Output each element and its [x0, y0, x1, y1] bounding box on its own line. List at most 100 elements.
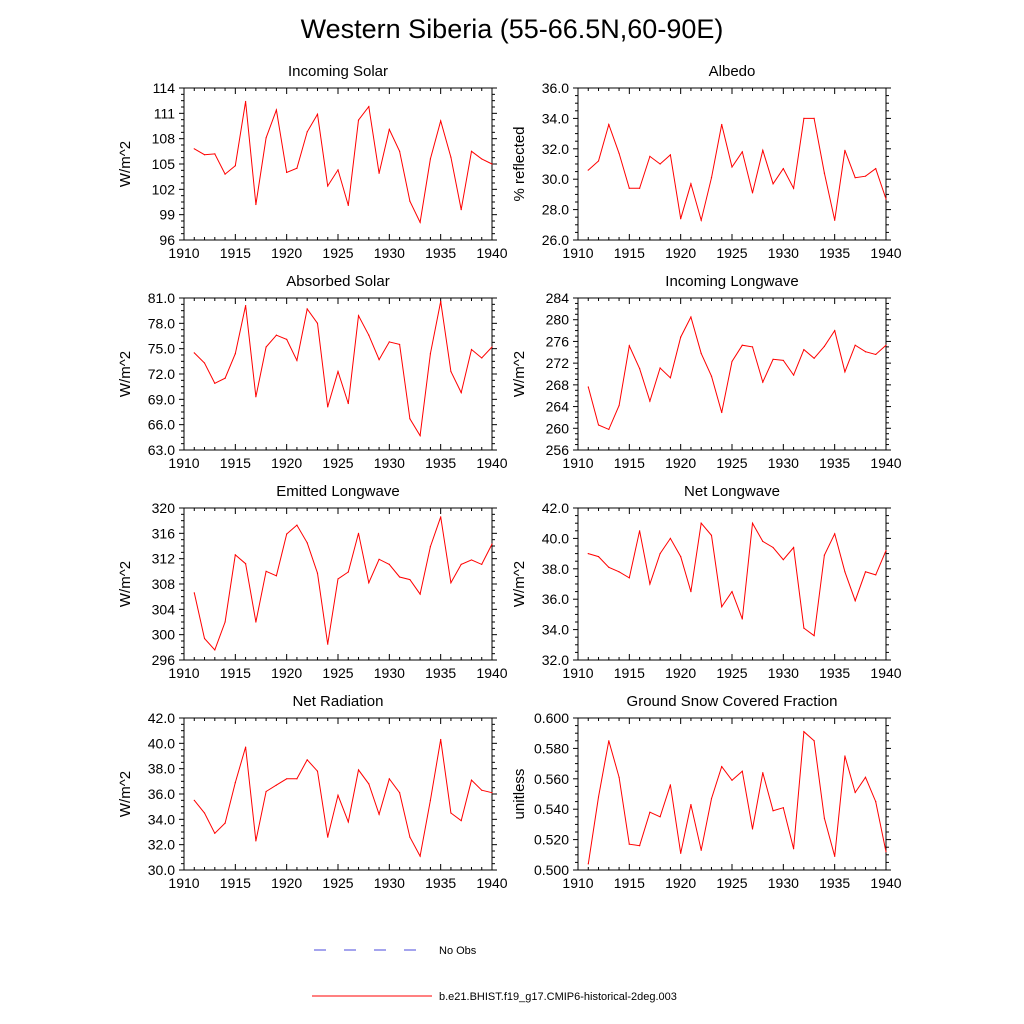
y-tick-label: 296	[152, 652, 176, 668]
x-tick-label: 1910	[168, 875, 199, 891]
data-point	[275, 575, 277, 577]
data-point	[793, 374, 795, 376]
x-tick-label: 1910	[562, 665, 593, 681]
data-point	[255, 396, 257, 398]
legend: No Obs b.e21.BHIST.f19_g17.CMIP6-historic…	[312, 945, 677, 1003]
data-point	[214, 153, 216, 155]
y-tick-label: 75.0	[148, 341, 175, 357]
data-point	[224, 173, 226, 175]
series-line	[193, 739, 493, 858]
y-tick-label: 272	[546, 355, 570, 371]
data-point	[368, 582, 370, 584]
data-point	[680, 336, 682, 338]
y-tick-label: 36.0	[542, 80, 569, 96]
data-point	[885, 851, 887, 853]
data-point	[265, 570, 267, 572]
data-point	[803, 348, 805, 351]
data-point	[885, 344, 887, 346]
data-point	[639, 367, 641, 370]
x-tick-label: 1935	[425, 455, 456, 471]
panel-net-longwave: 1910 1915 1920 1925 1930 1935 1940 32.0 34.0 36.0…	[511, 483, 902, 681]
data-point	[203, 637, 206, 640]
series-line	[194, 101, 493, 224]
data-point	[700, 352, 702, 354]
x-tick-label: 1940	[476, 245, 507, 261]
data-point	[234, 353, 236, 355]
data-point	[669, 537, 672, 540]
data-point	[388, 778, 390, 780]
y-tick-label: 268	[546, 377, 570, 393]
data-point	[224, 621, 226, 623]
data-point	[388, 563, 390, 565]
data-point	[388, 128, 390, 130]
data-point	[854, 791, 856, 794]
data-point	[618, 776, 620, 778]
data-point	[296, 524, 298, 526]
data-point	[203, 154, 206, 156]
data-point	[440, 516, 442, 518]
data-point	[659, 163, 661, 165]
data-point	[327, 836, 329, 838]
data-point	[608, 740, 610, 742]
data-point	[649, 811, 651, 813]
data-point	[772, 183, 774, 185]
data-point	[337, 794, 339, 796]
data-point	[357, 769, 360, 771]
x-tick-label: 1915	[614, 665, 645, 681]
y-tick-label: 0.520	[534, 832, 569, 848]
data-point	[844, 371, 846, 373]
data-point	[481, 158, 483, 160]
data-point	[388, 341, 390, 343]
data-point	[399, 150, 401, 152]
data-point	[286, 171, 288, 174]
data-point	[470, 348, 473, 351]
panel-title: Net Radiation	[293, 693, 384, 710]
y-tick-label: 300	[152, 627, 176, 643]
data-point	[690, 804, 692, 806]
x-tick-label: 1920	[665, 245, 696, 261]
panel-title: Incoming Longwave	[665, 273, 798, 290]
y-tick-label: 72.0	[148, 366, 175, 382]
data-point	[700, 849, 702, 851]
y-axis-label: W/m^2	[511, 561, 528, 607]
data-point	[731, 591, 733, 593]
data-point	[491, 543, 493, 545]
data-point	[409, 200, 411, 202]
y-tick-label: 0.600	[534, 710, 569, 726]
x-tick-label: 1920	[271, 245, 302, 261]
x-tick-label: 1915	[220, 875, 251, 891]
data-point	[193, 799, 195, 801]
x-tick-label: 1915	[614, 455, 645, 471]
data-point	[419, 855, 421, 857]
y-axis-label: W/m^2	[117, 141, 134, 187]
y-tick-label: 40.0	[148, 735, 175, 751]
panel-incoming-solar: 1910 1915 1920 1925 1930 1935 1940 96 99 102 105 10…	[117, 63, 508, 261]
series-line	[587, 730, 887, 864]
data-point	[669, 784, 672, 786]
y-tick-label: 108	[152, 131, 176, 147]
data-point	[669, 154, 672, 156]
data-point	[327, 643, 329, 645]
x-tick-label: 1910	[562, 245, 593, 261]
panel-albedo: 1910 1915 1920 1925 1930 1935 1940 26.0 28.0 30.0…	[511, 63, 902, 261]
data-point	[316, 322, 319, 324]
x-tick-label: 1935	[819, 875, 850, 891]
data-point	[854, 344, 856, 346]
data-point	[680, 852, 682, 854]
data-point	[741, 151, 743, 153]
data-point	[864, 571, 867, 573]
data-point	[316, 770, 319, 772]
data-point	[628, 187, 630, 189]
data-point	[875, 167, 877, 170]
data-point	[450, 582, 452, 584]
x-tick-label: 1915	[220, 455, 251, 471]
data-point	[245, 746, 247, 748]
y-tick-label: 63.0	[148, 442, 175, 458]
data-point	[710, 177, 713, 179]
data-point	[680, 556, 682, 558]
data-point	[680, 218, 682, 220]
data-point	[234, 165, 236, 167]
data-point	[491, 163, 493, 165]
data-point	[306, 308, 308, 310]
y-tick-label: 36.0	[148, 786, 175, 802]
